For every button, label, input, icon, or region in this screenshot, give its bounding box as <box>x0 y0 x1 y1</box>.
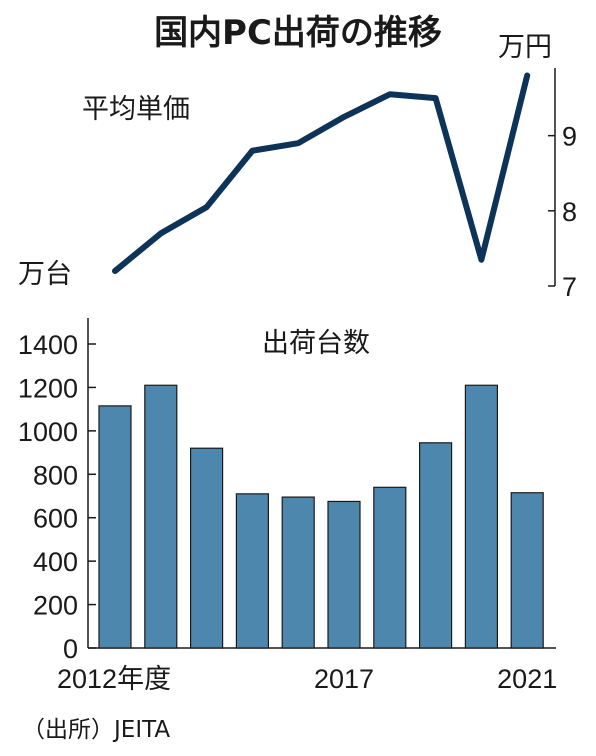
bar-2012 <box>98 405 132 649</box>
bar-y-tick-label: 800 <box>33 460 78 490</box>
line-unit-label: 万円 <box>498 32 552 63</box>
bar-unit-label: 万台 <box>18 259 72 290</box>
bar-2016 <box>281 496 315 649</box>
average-price-line-chart: 平均単価 万円 9 8 7 <box>82 32 577 302</box>
bar-y-tick-label: 0 <box>63 634 78 664</box>
bar-2014 <box>190 447 224 649</box>
line-series-label: 平均単価 <box>82 94 190 125</box>
bar-y-tick-label: 1400 <box>18 330 78 360</box>
bar-y-tick-label: 1000 <box>18 417 78 447</box>
bar-2019 <box>419 442 453 649</box>
bar-x-tick-label: 2021 <box>497 664 557 694</box>
line-y-tick-label: 7 <box>562 272 577 302</box>
bar-2021 <box>510 492 544 649</box>
bar-2018 <box>373 486 407 649</box>
chart-title: 国内PC出荷の推移 <box>154 13 442 53</box>
bar-2017 <box>327 500 361 649</box>
bar-y-tick-label: 1200 <box>18 373 78 403</box>
bar-2015 <box>235 493 269 649</box>
line-y-tick-label: 9 <box>562 122 577 152</box>
bar-y-tick-label: 600 <box>33 504 78 534</box>
bar-2013 <box>144 384 178 649</box>
bar-y-tick-label: 400 <box>33 547 78 577</box>
bar-2020 <box>464 384 498 649</box>
shipments-bar-chart: 出荷台数 万台 1400 1200 1000 800 600 400 200 0 2012年度… <box>18 259 557 694</box>
source-note: （出所）JEITA <box>22 717 170 743</box>
bar-x-tick-label: 2012年度 <box>57 664 171 694</box>
bar-x-tick-label: 2017 <box>314 664 374 694</box>
bar-series-label: 出荷台数 <box>262 328 370 359</box>
average-price-line <box>112 72 531 274</box>
bar-y-tick-label: 200 <box>33 591 78 621</box>
line-y-tick-label: 8 <box>562 197 577 227</box>
